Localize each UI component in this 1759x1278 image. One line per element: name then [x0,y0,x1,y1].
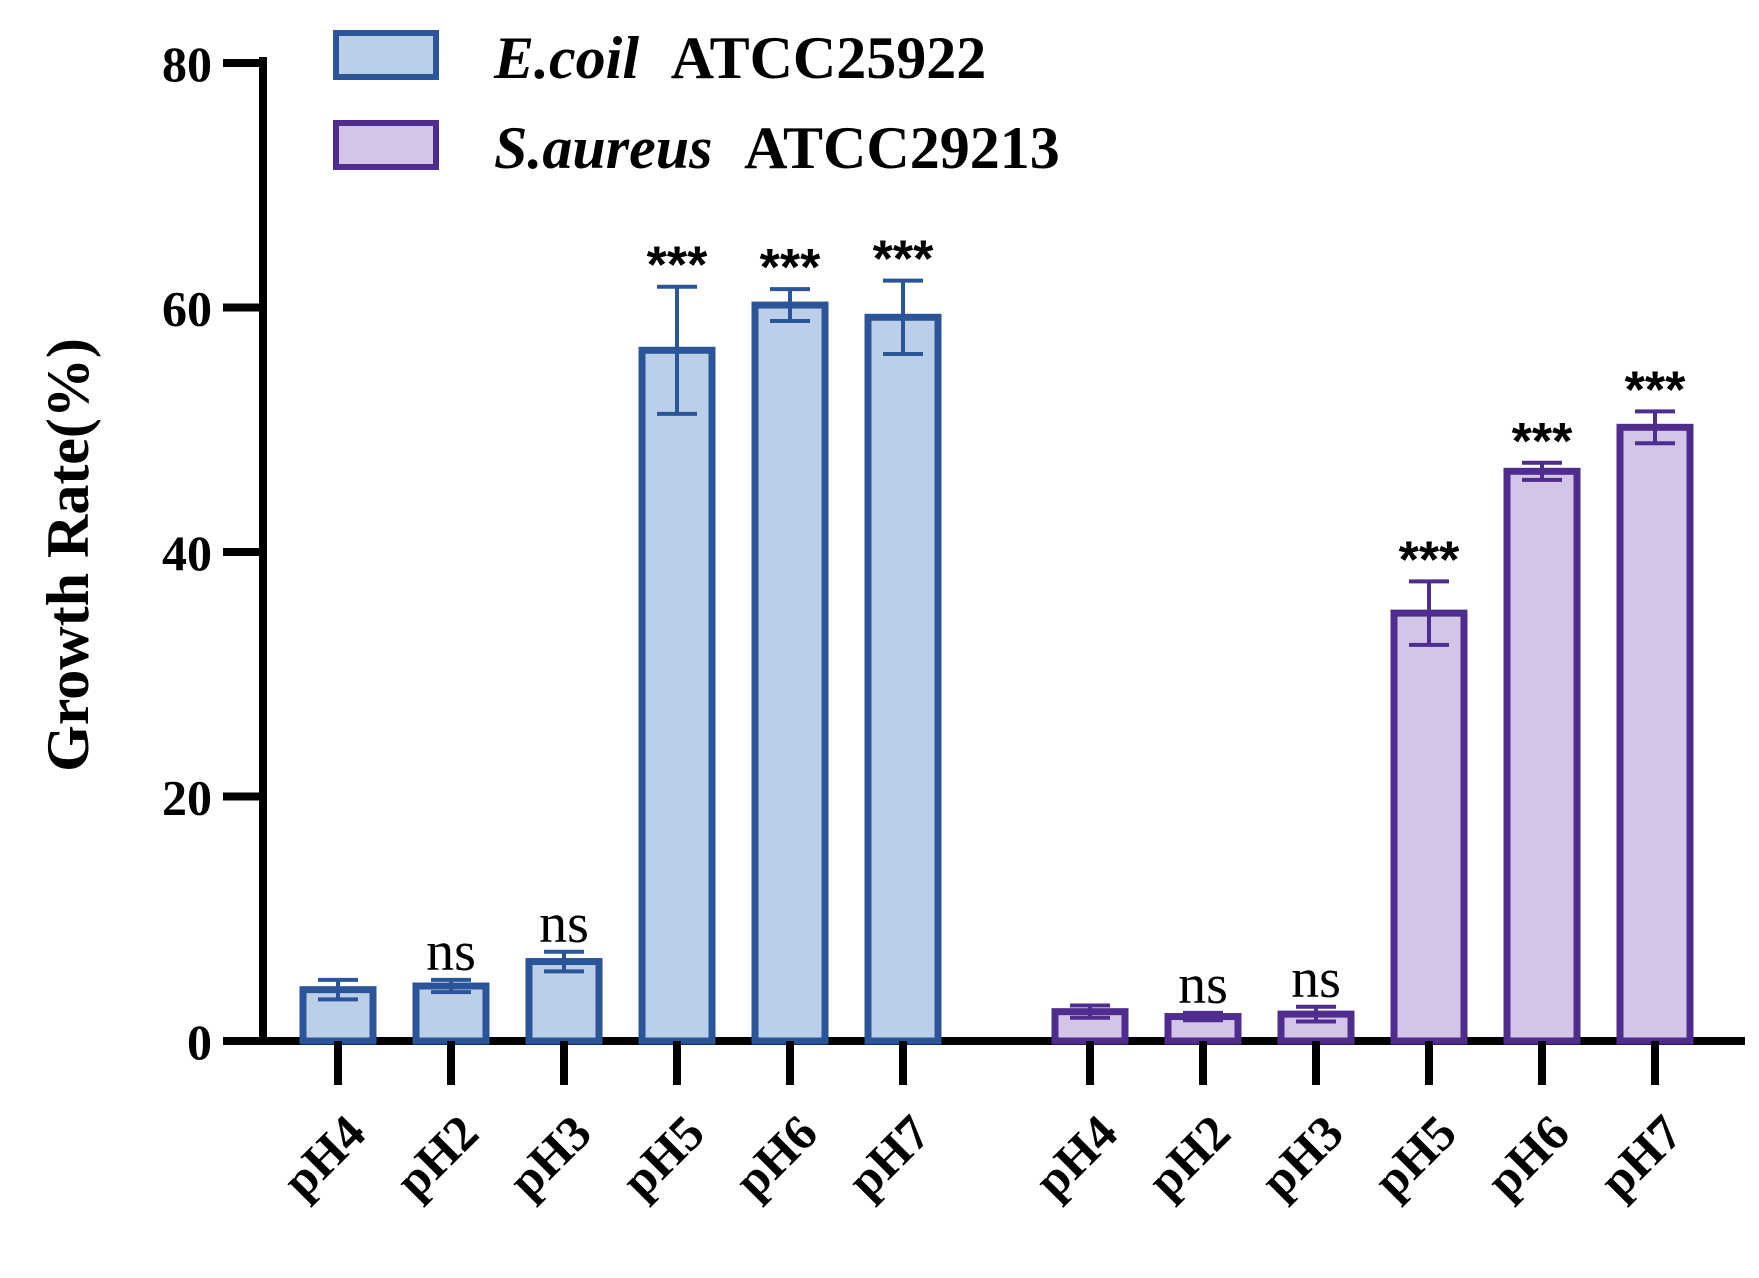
x-tick-label-1-ph4: pH4 [1023,1104,1127,1208]
significance-label-0-ph2: ns [426,921,476,983]
x-tick-label-0-ph4: pH4 [271,1104,375,1208]
significance-label-1-ph2: ns [1178,954,1228,1016]
legend-saureus-species: S.aureus [494,115,712,181]
x-tick-label-0-ph5: pH5 [610,1104,714,1208]
x-tick-label-1-ph5: pH5 [1362,1104,1466,1208]
legend-swatch-saureus [333,120,439,170]
x-tick-label-1-ph3: pH3 [1249,1104,1353,1208]
x-tick-label-0-ph7: pH7 [836,1104,940,1208]
significance-label-1-ph6: *** [1512,413,1573,471]
legend-swatch-ecoli [333,30,439,80]
significance-label-1-ph7: *** [1625,361,1686,419]
x-tick-label-0-ph3: pH3 [497,1104,601,1208]
x-tick-label-1-ph6: pH6 [1475,1104,1579,1208]
y-axis-title: Growth Rate(%) [35,338,101,772]
x-tick-label-1-ph2: pH2 [1136,1104,1240,1208]
bar-1-ph5 [1390,609,1468,1045]
y-tick-label-0: 0 [187,1014,212,1070]
legend: E.coil ATCC25922 S.aureus ATCC29213 [333,25,1060,181]
x-tick-label-0-ph2: pH2 [384,1104,488,1208]
x-tick-label-0-ph6: pH6 [723,1104,827,1208]
significance-label-1-ph5: *** [1399,531,1460,589]
significance-label-0-ph3: ns [539,893,589,955]
plot-area: 0 20 40 60 80 pH4 ns pH2 ns pH3 *** pH5 *** pH6 *** pH7… [162,36,1694,1209]
significance-label-1-ph3: ns [1291,948,1341,1010]
y-tick-label-20: 20 [162,770,212,826]
y-tick-label-80: 80 [162,36,212,92]
significance-label-0-ph6: *** [760,239,821,297]
y-tick-label-60: 60 [162,281,212,337]
bar-0-ph3 [525,958,603,1045]
bar-0-ph6 [751,301,829,1045]
significance-label-0-ph7: *** [873,231,934,289]
bar-1-ph6 [1503,467,1581,1045]
legend-ecoli-strain: ATCC25922 [671,25,987,91]
legend-saureus-strain: ATCC29213 [744,115,1060,181]
significance-label-0-ph5: *** [647,237,708,295]
bar-0-ph2 [412,982,490,1045]
legend-label-ecoli: E.coil ATCC25922 [493,25,986,91]
legend-ecoli-species: E.coil [493,25,639,91]
bar-0-ph5 [638,346,716,1045]
x-tick-label-1-ph7: pH7 [1588,1104,1692,1208]
bar-0-ph7 [864,313,942,1045]
legend-label-saureus: S.aureus ATCC29213 [494,115,1060,181]
y-tick-label-40: 40 [162,525,212,581]
bar-1-ph7 [1616,423,1694,1045]
